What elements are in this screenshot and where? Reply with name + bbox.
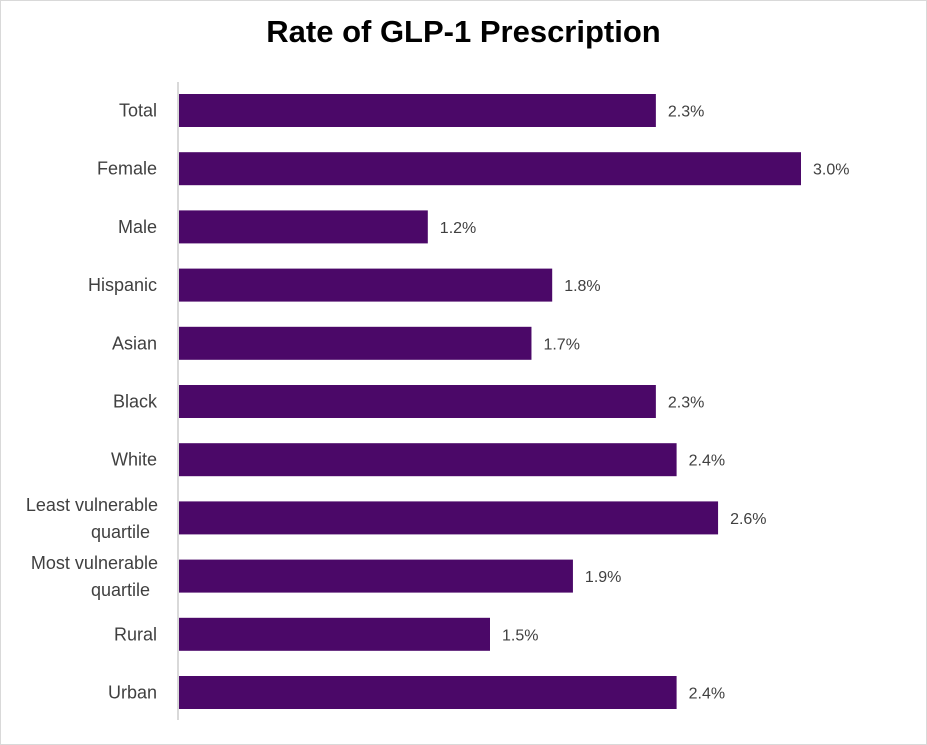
bar-7 — [179, 501, 719, 535]
category-label-5: Black — [113, 392, 158, 412]
bar-9 — [179, 617, 490, 651]
category-label-line: quartile — [91, 580, 150, 600]
bar-5 — [179, 385, 656, 418]
category-label-line: quartile — [91, 522, 150, 542]
bar-6 — [179, 443, 677, 477]
category-label-6: White — [111, 450, 157, 470]
category-label-7: Least vulnerable quartile — [26, 495, 158, 542]
category-label-2: Male — [118, 217, 157, 237]
category-label-8: Most vulnerable quartile — [31, 553, 158, 600]
data-label-6: 2.4% — [689, 453, 725, 470]
data-label-2: 1.2% — [440, 220, 476, 237]
data-label-3: 1.8% — [564, 278, 600, 295]
category-label-0: Total — [119, 101, 157, 121]
bar-4 — [179, 326, 532, 360]
category-label-10: Urban — [108, 683, 157, 703]
chart-title: Rate of GLP-1 Prescription — [266, 14, 661, 49]
data-label-7: 2.6% — [730, 511, 766, 528]
bar-10 — [179, 676, 677, 709]
data-label-9: 1.5% — [502, 627, 538, 644]
category-label-9: Rural — [114, 624, 157, 644]
bar-3 — [179, 268, 553, 302]
data-label-0: 2.3% — [668, 104, 704, 121]
bar-8 — [179, 559, 573, 593]
category-label-line: Most vulnerable — [31, 553, 158, 573]
bar-2 — [179, 210, 428, 244]
category-label-1: Female — [97, 159, 157, 179]
bar-0 — [179, 94, 656, 127]
category-label-4: Asian — [112, 333, 157, 353]
data-label-10: 2.4% — [689, 686, 725, 703]
data-label-8: 1.9% — [585, 569, 621, 586]
data-label-4: 1.7% — [543, 336, 579, 353]
data-label-1: 3.0% — [813, 162, 849, 179]
category-label-line: Least vulnerable — [26, 495, 158, 515]
bar-1 — [179, 152, 801, 186]
data-label-5: 2.3% — [668, 395, 704, 412]
category-label-3: Hispanic — [88, 275, 157, 295]
